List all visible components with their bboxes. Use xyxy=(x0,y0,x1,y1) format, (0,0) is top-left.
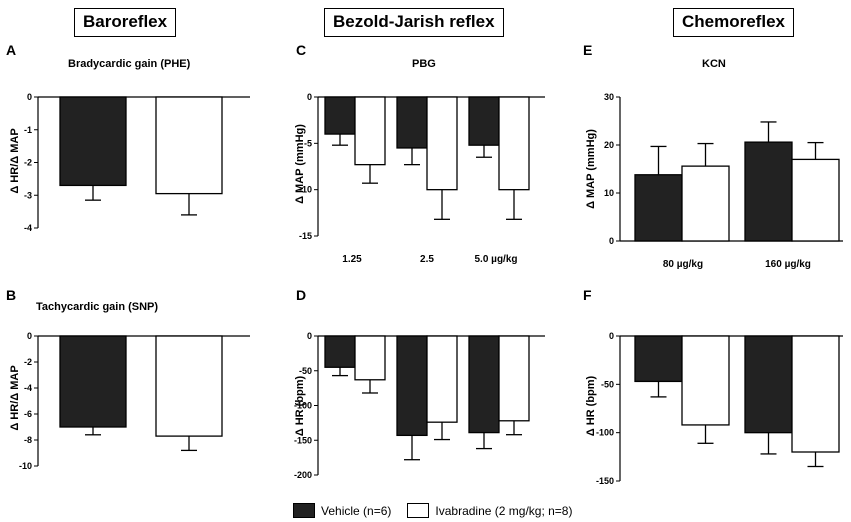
panel-f-bar-ivabradine-1 xyxy=(791,335,840,453)
panel-c-title: PBG xyxy=(412,58,436,70)
panel-a-ytick-label-4: -4 xyxy=(24,223,32,233)
panel-letter-d: D xyxy=(296,287,307,303)
panel-c-ytick-label-0: 0 xyxy=(307,92,312,102)
panel-letter-a: A xyxy=(6,42,17,58)
panel-c-bar-ivabradine-2 xyxy=(498,96,530,191)
panel-c-ytick-label-1: -5 xyxy=(304,138,312,148)
panel-d-bar-vehicle-2 xyxy=(468,335,500,434)
panel-b-ytick-label-5: -10 xyxy=(19,461,32,471)
panel-d-bar-vehicle-1 xyxy=(396,335,428,437)
panel-c-bar-ivabradine-1 xyxy=(426,96,458,191)
panel-f-bar-vehicle-0 xyxy=(634,335,683,383)
panel-d-bar-vehicle-0 xyxy=(324,335,356,368)
panel-letter-c: C xyxy=(296,42,307,58)
panel-c-category-label-0: 1.25 xyxy=(342,254,362,265)
panel-b-ytick-label-1: -2 xyxy=(24,357,32,367)
panel-a-ytick-label-3: -3 xyxy=(24,190,32,200)
panel-a-bar-vehicle-0 xyxy=(59,96,127,187)
panel-a-title: Bradycardic gain (PHE) xyxy=(68,58,191,70)
panel-e-category-label-1: 160 µg/kg xyxy=(765,259,811,270)
legend: Vehicle (n=6) Ivabradine (2 mg/kg; n=8) xyxy=(293,503,588,518)
panel-c-bar-ivabradine-0 xyxy=(354,96,386,166)
panel-d-ytick-label-3: -150 xyxy=(294,435,312,445)
legend-label-ivabradine: Ivabradine (2 mg/kg; n=8) xyxy=(435,503,573,518)
panel-d-ytick-label-2: -100 xyxy=(294,401,312,411)
panel-e-title: KCN xyxy=(702,58,726,70)
panel-d-bar-ivabradine-2 xyxy=(498,335,530,422)
section-baroreflex: Baroreflex xyxy=(74,8,177,37)
panel-b-bar-vehicle-0 xyxy=(59,335,127,428)
panel-d-ytick-label-0: 0 xyxy=(307,331,312,341)
legend-swatch-vehicle xyxy=(293,503,315,518)
panel-e-ytick-label-2: 20 xyxy=(604,140,614,150)
panel-e-bar-vehicle-1 xyxy=(744,141,793,242)
panel-d-ytick-label-1: -50 xyxy=(299,366,312,376)
panel-e-bar-vehicle-0 xyxy=(634,174,683,242)
section-bezold-jarish: Bezold-Jarish reflex xyxy=(324,8,504,37)
panel-e-bar-ivabradine-1 xyxy=(791,158,840,242)
section-chemoreflex: Chemoreflex xyxy=(673,8,794,37)
legend-swatch-ivabradine xyxy=(407,503,430,518)
panel-c-bar-vehicle-0 xyxy=(324,96,356,135)
panel-e-ytick-label-1: 10 xyxy=(604,188,614,198)
panel-e-ytick-label-3: 30 xyxy=(604,92,614,102)
panel-c-bar-vehicle-2 xyxy=(468,96,500,146)
panel-b-ytick-label-4: -8 xyxy=(24,435,32,445)
panel-d-ytick-label-4: -200 xyxy=(294,470,312,480)
panel-b-title: Tachycardic gain (SNP) xyxy=(36,301,159,313)
panel-f-ytick-label-3: -150 xyxy=(596,476,614,486)
panel-letter-e: E xyxy=(583,42,593,58)
panel-f-bar-vehicle-1 xyxy=(744,335,793,434)
panel-letter-f: F xyxy=(583,287,592,303)
panel-b-ytick-label-2: -4 xyxy=(24,383,32,393)
panel-f-ytick-label-0: 0 xyxy=(609,331,614,341)
panel-c-category-label-2: 5.0 µg/kg xyxy=(475,254,518,265)
panel-a-ytick-label-0: 0 xyxy=(27,92,32,102)
legend-label-vehicle: Vehicle (n=6) xyxy=(321,503,392,518)
panel-d-bar-ivabradine-0 xyxy=(354,335,386,381)
panel-c-category-label-1: 2.5 xyxy=(420,254,434,265)
panel-a-ytick-label-2: -2 xyxy=(24,158,32,168)
panel-f-bar-ivabradine-0 xyxy=(681,335,730,426)
panel-f-ytick-label-2: -100 xyxy=(596,428,614,438)
panel-d-bar-ivabradine-1 xyxy=(426,335,458,423)
panel-b-bar-ivabradine-0 xyxy=(155,335,223,437)
panel-c-ytick-label-3: -15 xyxy=(299,231,312,241)
panel-e-category-label-0: 80 µg/kg xyxy=(663,259,703,270)
panel-a-bar-ivabradine-0 xyxy=(155,96,223,195)
panel-c-bar-vehicle-1 xyxy=(396,96,428,149)
panel-c-ytick-label-2: -10 xyxy=(299,185,312,195)
panel-b-ytick-label-0: 0 xyxy=(27,331,32,341)
panel-e-ytick-label-0: 0 xyxy=(609,236,614,246)
panel-e-bar-ivabradine-0 xyxy=(681,165,730,242)
panel-a-ytick-label-1: -1 xyxy=(24,125,32,135)
panel-f-ytick-label-1: -50 xyxy=(601,379,614,389)
panel-letter-b: B xyxy=(6,287,17,303)
panel-b-ytick-label-3: -6 xyxy=(24,409,32,419)
